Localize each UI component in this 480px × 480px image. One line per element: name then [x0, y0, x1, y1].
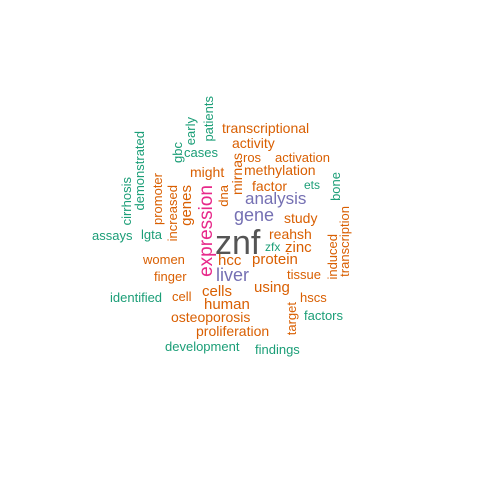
cloud-word: activation: [275, 150, 330, 165]
cloud-word: identified: [110, 290, 163, 305]
cloud-word: increased: [165, 185, 180, 242]
cloud-word: target: [284, 302, 299, 336]
cloud-word: factor: [252, 178, 288, 194]
cloud-word: protein: [252, 251, 298, 268]
cloud-word: promoter: [150, 173, 165, 226]
cloud-word: early: [183, 117, 198, 146]
cloud-word: study: [284, 210, 318, 226]
cloud-word: findings: [255, 342, 300, 357]
cloud-word: ets: [304, 178, 321, 192]
cloud-word: genes: [178, 185, 195, 226]
cloud-word: transcription: [337, 206, 352, 277]
cloud-word: zinc: [285, 239, 312, 256]
cloud-word: human: [204, 296, 250, 313]
cloud-word: demonstrated: [132, 131, 147, 211]
cloud-word: cases: [184, 145, 218, 160]
cloud-word: zfx: [265, 240, 281, 254]
cloud-word: activity: [232, 135, 275, 151]
cloud-word: expression: [196, 185, 217, 277]
cloud-word: transcriptional: [222, 120, 310, 136]
cloud-word: proliferation: [196, 323, 270, 339]
cloud-word: finger: [154, 269, 187, 284]
cloud-word: gene: [234, 205, 275, 225]
cloud-word: methylation: [244, 162, 316, 178]
cloud-word: ros: [243, 150, 262, 165]
cloud-word: cell: [172, 289, 192, 304]
cloud-word: analysis: [245, 189, 307, 208]
cloud-word: hscs: [300, 290, 327, 305]
cloud-word: liver: [216, 265, 250, 285]
cloud-word: using: [254, 279, 290, 296]
cloud-word: cells: [202, 283, 233, 300]
cloud-word: znf: [215, 224, 261, 262]
cloud-word: might: [190, 164, 225, 180]
cloud-word: tissue: [287, 267, 321, 282]
cloud-word: bone: [328, 172, 343, 201]
cloud-word: mirnas: [229, 153, 245, 196]
cloud-word: osteoporosis: [171, 309, 251, 325]
cloud-word: lgta: [141, 227, 162, 242]
cloud-word: factors: [304, 308, 344, 323]
cloud-word: hcc: [218, 252, 242, 269]
cloud-word: assays: [92, 228, 133, 243]
cloud-word: patients: [201, 96, 216, 142]
cloud-word: dna: [216, 185, 231, 207]
cloud-word: women: [143, 252, 185, 267]
cloud-word: reahsh: [269, 226, 312, 242]
cloud-word: development: [165, 339, 240, 354]
